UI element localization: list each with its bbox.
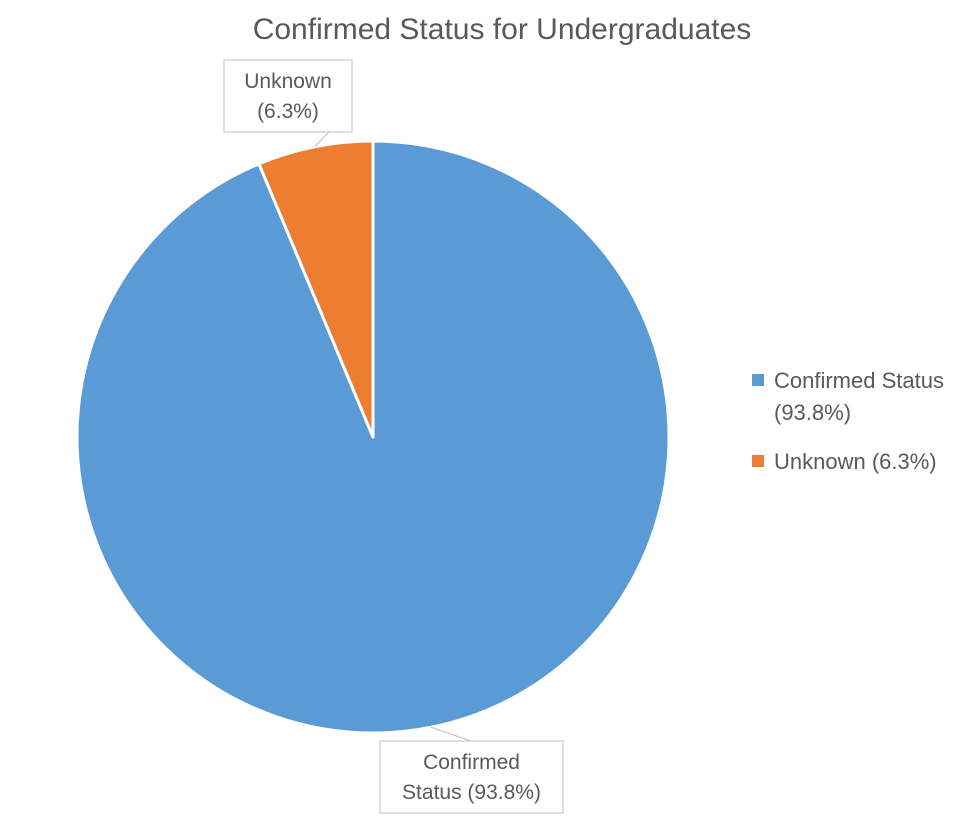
data-label-text: (6.3%) xyxy=(257,100,319,123)
data-label-text: Status (93.8%) xyxy=(402,781,541,804)
data-label-text: Confirmed xyxy=(423,751,520,774)
leader-line-unknown xyxy=(314,131,330,148)
legend: Confirmed Status (93.8%) Unknown (6.3%) xyxy=(752,368,944,474)
legend-item-confirmed-status: Confirmed Status (93.8%) xyxy=(752,368,944,425)
pie-slice-unknown xyxy=(257,139,375,439)
data-label-confirmed-status: Confirmed Status (93.8%) xyxy=(379,740,564,814)
legend-label: Unknown (6.3%) xyxy=(774,449,937,474)
leader-lines xyxy=(314,131,472,742)
legend-swatch xyxy=(752,374,764,386)
legend-swatch xyxy=(752,455,764,467)
legend-item-unknown: Unknown (6.3%) xyxy=(752,449,937,474)
data-label-box xyxy=(379,740,564,814)
legend-label: Confirmed Status xyxy=(774,368,944,393)
legend-label: (93.8%) xyxy=(774,400,851,425)
data-label-unknown: Unknown (6.3%) xyxy=(223,59,353,133)
data-labels: Confirmed Status (93.8%) Unknown (6.3%) xyxy=(223,59,564,814)
chart-title: Confirmed Status for Undergraduates xyxy=(253,13,752,46)
pie-slices xyxy=(75,139,671,735)
leader-line-confirmed-status xyxy=(430,726,472,742)
data-label-box xyxy=(223,59,353,133)
data-label-text: Unknown xyxy=(244,70,332,93)
